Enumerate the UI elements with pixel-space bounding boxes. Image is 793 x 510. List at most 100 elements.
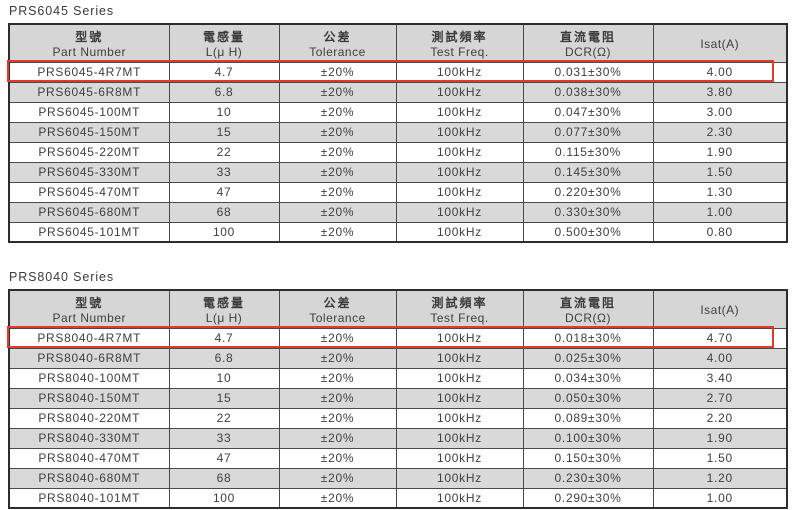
column-header-zh: 電感量	[202, 296, 245, 311]
table-row: PRS6045-101MT 100 ±20% 100kHz 0.500±30% 0.80	[8, 221, 788, 243]
table-row: PRS8040-6R8MT 6.8 ±20% 100kHz 0.025±30% 4.00	[8, 347, 788, 369]
cell-isat: 1.00	[652, 201, 788, 223]
table-row: PRS6045-100MT 10 ±20% 100kHz 0.047±30% 3.00	[8, 101, 788, 123]
column-header-isat: Isat(A)	[652, 289, 788, 329]
column-header-en: L(μ H)	[205, 311, 243, 326]
cell-dcr: 0.230±30%	[522, 467, 654, 489]
cell-inductance: 10	[168, 101, 280, 123]
column-header-part-number: 型號 Part Number	[8, 289, 170, 329]
table-row: PRS6045-220MT 22 ±20% 100kHz 0.115±30% 1.90	[8, 141, 788, 163]
cell-dcr: 0.220±30%	[522, 181, 654, 203]
column-header-en: Isat(A)	[700, 302, 740, 317]
table-row: PRS6045-4R7MT 4.7 ±20% 100kHz 0.031±30% 4.00	[8, 61, 788, 83]
column-header-tolerance: 公差 Tolerance	[278, 23, 397, 63]
table-row: PRS8040-100MT 10 ±20% 100kHz 0.034±30% 3.40	[8, 367, 788, 389]
cell-dcr: 0.500±30%	[522, 221, 654, 243]
cell-inductance: 47	[168, 447, 280, 469]
cell-part-number: PRS6045-6R8MT	[8, 81, 170, 103]
column-header-en: L(μ H)	[205, 45, 243, 60]
column-header-en: Test Freq.	[430, 45, 489, 60]
cell-isat: 3.00	[652, 101, 788, 123]
cell-isat: 3.40	[652, 367, 788, 389]
table-row: PRS8040-680MT 68 ±20% 100kHz 0.230±30% 1.20	[8, 467, 788, 489]
cell-dcr: 0.150±30%	[522, 447, 654, 469]
cell-test-freq: 100kHz	[395, 467, 524, 489]
cell-isat: 2.20	[652, 407, 788, 429]
table-row: PRS6045-150MT 15 ±20% 100kHz 0.077±30% 2.30	[8, 121, 788, 143]
cell-tolerance: ±20%	[278, 387, 397, 409]
table-row: PRS8040-470MT 47 ±20% 100kHz 0.150±30% 1.50	[8, 447, 788, 469]
cell-part-number: PRS8040-100MT	[8, 367, 170, 389]
cell-part-number: PRS8040-4R7MT	[8, 327, 170, 349]
cell-part-number: PRS6045-470MT	[8, 181, 170, 203]
cell-test-freq: 100kHz	[395, 121, 524, 143]
cell-part-number: PRS8040-330MT	[8, 427, 170, 449]
column-header-zh: 公差	[323, 296, 352, 311]
cell-tolerance: ±20%	[278, 121, 397, 143]
cell-tolerance: ±20%	[278, 101, 397, 123]
cell-tolerance: ±20%	[278, 347, 397, 369]
cell-dcr: 0.047±30%	[522, 101, 654, 123]
cell-dcr: 0.290±30%	[522, 487, 654, 509]
column-header-en: Part Number	[52, 311, 127, 326]
cell-part-number: PRS8040-101MT	[8, 487, 170, 509]
cell-test-freq: 100kHz	[395, 427, 524, 449]
column-header-zh: 電感量	[202, 30, 245, 45]
cell-dcr: 0.038±30%	[522, 81, 654, 103]
series-title: PRS8040 Series	[9, 270, 115, 284]
header-row: 型號 Part Number 電感量 L(μ H) 公差 Tolerance 測試頻率 Tes…	[8, 289, 788, 329]
cell-inductance: 33	[168, 161, 280, 183]
cell-part-number: PRS6045-150MT	[8, 121, 170, 143]
cell-tolerance: ±20%	[278, 327, 397, 349]
column-header-zh: 測試頻率	[431, 30, 488, 45]
cell-test-freq: 100kHz	[395, 221, 524, 243]
table-row: PRS6045-330MT 33 ±20% 100kHz 0.145±30% 1.50	[8, 161, 788, 183]
table-row: PRS8040-150MT 15 ±20% 100kHz 0.050±30% 2.70	[8, 387, 788, 409]
cell-part-number: PRS6045-680MT	[8, 201, 170, 223]
column-header-zh: 型號	[75, 296, 104, 311]
cell-dcr: 0.100±30%	[522, 427, 654, 449]
header-row: 型號 Part Number 電感量 L(μ H) 公差 Tolerance 測試頻率 Tes…	[8, 23, 788, 63]
cell-isat: 4.70	[652, 327, 788, 349]
cell-part-number: PRS6045-220MT	[8, 141, 170, 163]
cell-inductance: 4.7	[168, 327, 280, 349]
cell-test-freq: 100kHz	[395, 327, 524, 349]
cell-dcr: 0.115±30%	[522, 141, 654, 163]
cell-test-freq: 100kHz	[395, 407, 524, 429]
cell-inductance: 4.7	[168, 61, 280, 83]
cell-test-freq: 100kHz	[395, 61, 524, 83]
cell-test-freq: 100kHz	[395, 387, 524, 409]
cell-inductance: 68	[168, 201, 280, 223]
column-header-en: DCR(Ω)	[565, 311, 611, 326]
cell-test-freq: 100kHz	[395, 81, 524, 103]
cell-tolerance: ±20%	[278, 161, 397, 183]
cell-dcr: 0.025±30%	[522, 347, 654, 369]
cell-tolerance: ±20%	[278, 467, 397, 489]
column-header-en: Test Freq.	[430, 311, 489, 326]
cell-test-freq: 100kHz	[395, 347, 524, 369]
cell-inductance: 15	[168, 387, 280, 409]
spec-table: 型號 Part Number 電感量 L(μ H) 公差 Tolerance 測試頻率 Tes…	[8, 289, 788, 509]
cell-test-freq: 100kHz	[395, 161, 524, 183]
cell-test-freq: 100kHz	[395, 101, 524, 123]
cell-isat: 1.90	[652, 141, 788, 163]
table-row: PRS8040-220MT 22 ±20% 100kHz 0.089±30% 2.20	[8, 407, 788, 429]
cell-inductance: 100	[168, 221, 280, 243]
cell-part-number: PRS8040-680MT	[8, 467, 170, 489]
series-section: PRS8040 Series 型號 Part Number 電感量 L(μ H) 公差 To…	[7, 270, 793, 509]
cell-tolerance: ±20%	[278, 487, 397, 509]
column-header-zh: 測試頻率	[431, 296, 488, 311]
cell-tolerance: ±20%	[278, 61, 397, 83]
cell-inductance: 22	[168, 407, 280, 429]
column-header-zh: 直流電阻	[559, 296, 616, 311]
cell-isat: 4.00	[652, 61, 788, 83]
cell-tolerance: ±20%	[278, 201, 397, 223]
cell-test-freq: 100kHz	[395, 201, 524, 223]
column-header-en: DCR(Ω)	[565, 45, 611, 60]
cell-part-number: PRS8040-220MT	[8, 407, 170, 429]
cell-inductance: 100	[168, 487, 280, 509]
column-header-zh: 公差	[323, 30, 352, 45]
table-row: PRS6045-470MT 47 ±20% 100kHz 0.220±30% 1.30	[8, 181, 788, 203]
cell-isat: 1.30	[652, 181, 788, 203]
column-header-test-freq: 測試頻率 Test Freq.	[395, 23, 524, 63]
